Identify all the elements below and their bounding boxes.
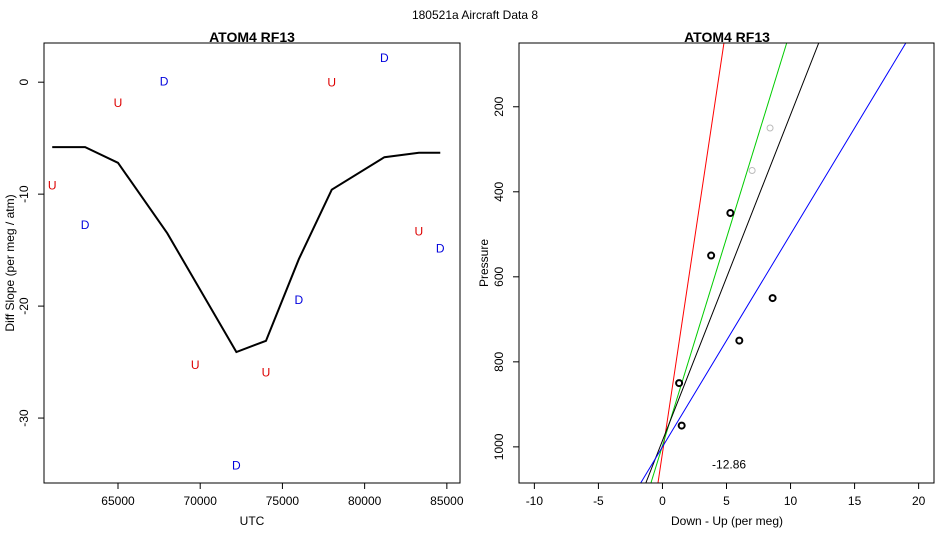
down-marker: D — [160, 75, 169, 89]
fit-line — [640, 43, 907, 483]
left-chart: ATOM4 RF13 65000 70000 75000 80000 85000 0 -1… — [3, 29, 464, 528]
right-y-tick-label: 400 — [492, 181, 506, 201]
right-annotation: -12.86 — [712, 457, 746, 471]
right-y-tick-label: 1000 — [492, 433, 506, 460]
pressure-point — [768, 294, 777, 303]
pressure-point — [677, 421, 686, 430]
right-y-tick-label: 200 — [492, 96, 506, 116]
figure-suptitle: 180521a Aircraft Data 8 — [412, 8, 538, 22]
pressure-point — [748, 167, 756, 175]
left-x-tick-label: 70000 — [184, 494, 218, 508]
right-y-axis-label: Pressure — [477, 239, 491, 287]
left-x-tick-label: 85000 — [430, 494, 464, 508]
up-marker: U — [262, 366, 271, 380]
right-x-tick-label: -10 — [526, 494, 544, 508]
up-marker: U — [415, 225, 424, 239]
down-marker: D — [295, 293, 304, 307]
left-series — [52, 146, 441, 354]
left-x-tick-label: 65000 — [101, 494, 135, 508]
down-marker: D — [380, 51, 389, 65]
down-marker: D — [436, 241, 445, 255]
left-x-tick-label: 75000 — [266, 494, 300, 508]
right-y-axis: 200 400 600 800 1000 — [492, 96, 519, 460]
pressure-point — [766, 124, 774, 132]
down-marker: D — [81, 218, 90, 232]
left-x-tick-label: 80000 — [348, 494, 382, 508]
right-points — [675, 124, 777, 430]
left-y-tick-label: -30 — [17, 409, 31, 427]
pressure-point — [735, 336, 744, 345]
left-series-line — [52, 146, 441, 354]
right-x-axis: -10 -5 0 5 10 15 20 — [526, 482, 926, 508]
up-marker: U — [327, 76, 336, 90]
left-y-tick-label: -20 — [17, 297, 31, 315]
pressure-point — [675, 379, 684, 388]
up-marker: U — [48, 179, 57, 193]
left-y-axis-label: Diff Slope (per meg / atm) — [3, 194, 17, 331]
right-y-tick-label: 600 — [492, 266, 506, 286]
left-chart-title: ATOM4 RF13 — [209, 29, 295, 45]
left-x-axis-label: UTC — [240, 514, 265, 528]
up-marker: U — [191, 358, 200, 372]
pressure-point — [707, 251, 716, 260]
right-x-tick-label: 5 — [723, 494, 730, 508]
up-marker: U — [114, 96, 123, 110]
fit-line — [645, 43, 820, 483]
pressure-point — [726, 209, 735, 218]
right-fit-lines — [640, 43, 907, 483]
fit-line — [657, 43, 725, 483]
right-chart-title: ATOM4 RF13 — [684, 29, 770, 45]
right-x-tick-label: -5 — [593, 494, 604, 508]
left-plot-frame — [43, 42, 461, 484]
left-y-tick-label: 0 — [17, 79, 31, 86]
right-x-tick-label: 20 — [912, 494, 926, 508]
left-y-tick-label: -10 — [17, 185, 31, 203]
right-y-tick-label: 800 — [492, 352, 506, 372]
right-chart: ATOM4 RF13 -10 -5 0 5 10 15 20 200 400 600 800 100… — [477, 29, 935, 528]
fit-line — [650, 43, 788, 483]
right-x-axis-label: Down - Up (per meg) — [671, 514, 783, 528]
right-x-tick-label: 10 — [784, 494, 798, 508]
left-x-axis: 65000 70000 75000 80000 85000 — [101, 482, 464, 508]
right-x-tick-label: 0 — [659, 494, 666, 508]
down-marker: D — [232, 459, 241, 473]
right-plot-frame — [518, 42, 935, 484]
left-y-axis: 0 -10 -20 -30 — [17, 79, 44, 427]
right-x-tick-label: 15 — [848, 494, 862, 508]
